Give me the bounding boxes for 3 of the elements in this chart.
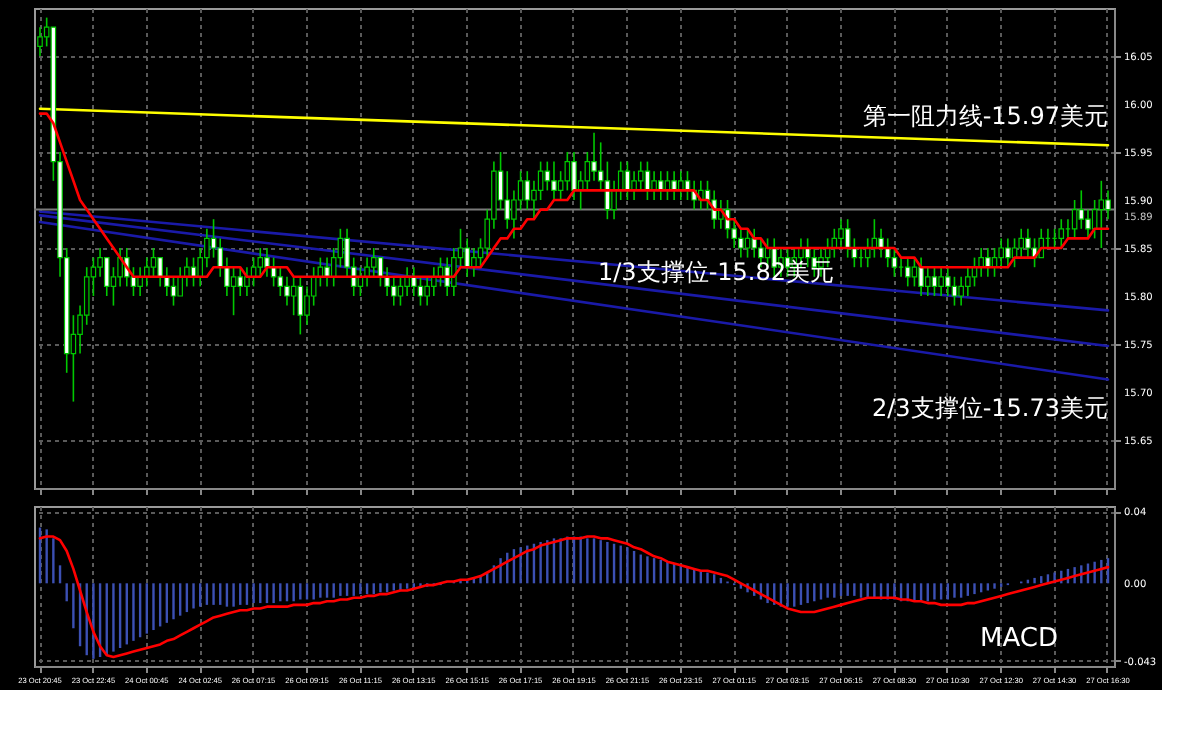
annotation: 第一阻力线-15.97美元 bbox=[862, 102, 1108, 130]
annotation: 2/3支撑位-15.73美元 bbox=[872, 394, 1108, 422]
annotation: MACD bbox=[980, 624, 1058, 654]
